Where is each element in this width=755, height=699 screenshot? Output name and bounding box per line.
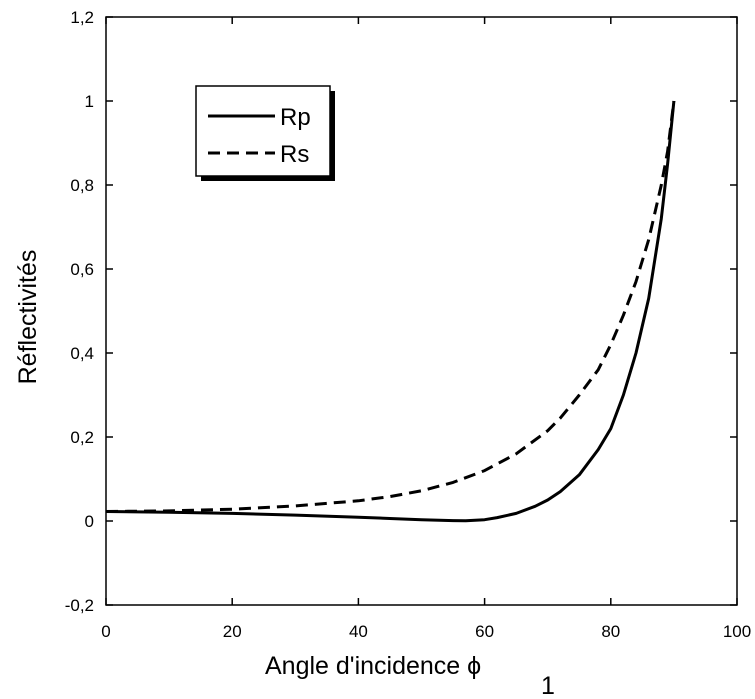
x-tick-label: 0: [101, 622, 110, 641]
series-lines: [105, 100, 676, 523]
y-tick-label: 0,6: [70, 260, 94, 279]
y-tick-label: 1,2: [70, 8, 94, 27]
y-axis-ticks: -0,2 0 0,2 0,4 0,6 0,8 1 1,2: [65, 8, 737, 615]
y-tick-label: 0,4: [70, 344, 94, 363]
x-axis-title-subscript: 1: [541, 672, 555, 699]
x-tick-label: 40: [349, 622, 368, 641]
series-line-rs: [105, 100, 676, 513]
y-tick-label: 0: [85, 512, 94, 531]
x-axis-title: Angle d'incidence ϕ: [265, 652, 481, 680]
series-line-rp: [105, 100, 676, 523]
plot-frame: [105, 16, 738, 606]
y-tick-label: 0,8: [70, 176, 94, 195]
y-tick-label: -0,2: [65, 596, 94, 615]
x-tick-label: 80: [601, 622, 620, 641]
legend-box: [195, 85, 331, 177]
x-tick-label: 20: [223, 622, 242, 641]
x-axis-ticks: 0 20 40 60 80 100: [101, 17, 751, 641]
legend-label-rp: Rp: [280, 104, 311, 131]
y-tick-label: 1: [85, 92, 94, 111]
legend: Rp Rs: [195, 85, 335, 181]
y-axis-title: Réflectivités: [14, 250, 42, 385]
x-tick-label: 100: [723, 622, 751, 641]
x-tick-label: 60: [475, 622, 494, 641]
y-tick-label: 0,2: [70, 428, 94, 447]
legend-label-rs: Rs: [280, 141, 309, 168]
